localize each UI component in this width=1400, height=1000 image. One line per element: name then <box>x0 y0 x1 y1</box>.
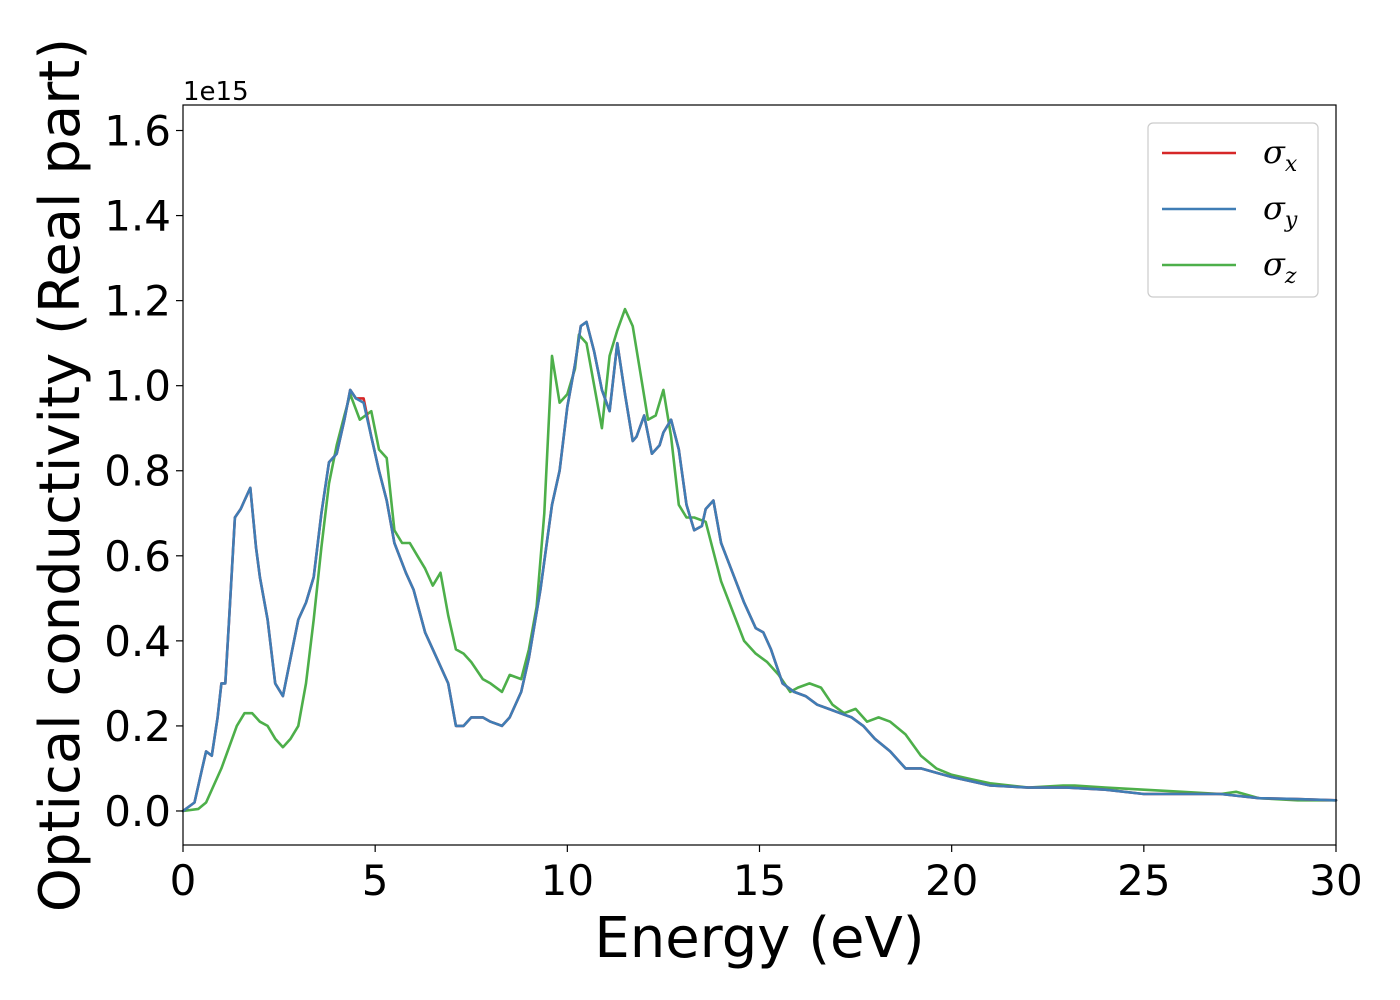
series-layer <box>181 307 1338 813</box>
x-tick-label: 20 <box>925 856 978 905</box>
y-tick-label: 0.4 <box>104 617 171 666</box>
x-tick-label: 0 <box>170 856 197 905</box>
y-tick-label: 0.6 <box>104 532 171 581</box>
legend: σx σy σz <box>1147 122 1319 298</box>
legend-label-z: σz <box>1263 245 1297 289</box>
y-tick-label: 0.0 <box>104 787 171 836</box>
x-tick-label: 15 <box>733 856 786 905</box>
y-tick-label: 0.8 <box>104 447 171 496</box>
y-axis-label: Optical conductivity (Real part) <box>28 38 93 912</box>
x-tick-label: 25 <box>1117 856 1170 905</box>
y-offset-label: 1e15 <box>183 77 249 107</box>
x-tick-label: 30 <box>1309 856 1362 905</box>
y-tick-label: 1.4 <box>104 192 171 241</box>
x-axis: 0 5 10 15 20 25 30 <box>170 845 1363 905</box>
legend-label-y: σy <box>1263 189 1298 233</box>
x-tick-label: 5 <box>362 856 389 905</box>
y-axis: 0.0 0.2 0.4 0.6 0.8 1.0 1.2 1.4 1.6 <box>104 107 183 836</box>
legend-label-x: σx <box>1263 133 1298 177</box>
x-tick-label: 10 <box>541 856 594 905</box>
y-tick-label: 1.6 <box>104 107 171 156</box>
y-tick-label: 0.2 <box>104 702 171 751</box>
y-tick-label: 1.0 <box>104 362 171 411</box>
series-line-y <box>181 320 1338 813</box>
x-axis-label: Energy (eV) <box>594 906 924 971</box>
series-line-z <box>181 307 1338 813</box>
y-tick-label: 1.2 <box>104 277 171 326</box>
